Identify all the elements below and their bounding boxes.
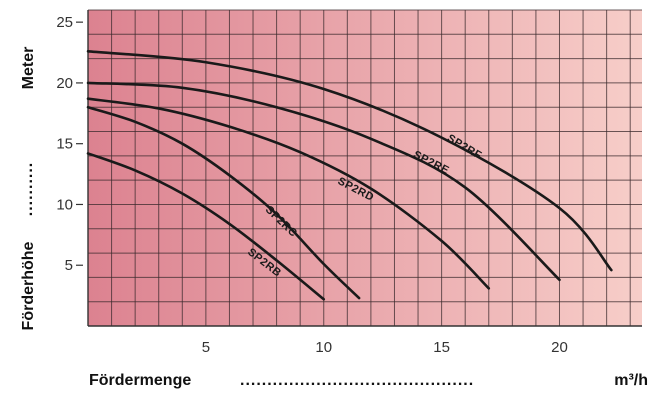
series-line-sp2rb [86, 152, 326, 301]
y-axis-unit: Meter [20, 47, 37, 90]
y-tick-label: 15 [56, 136, 73, 153]
x-tick-label: 5 [202, 339, 210, 356]
x-axis-unit: m³/h [614, 372, 648, 389]
series-line-sp2re [86, 81, 561, 282]
y-axis-dots: .......... [19, 162, 36, 216]
x-tick-label: 15 [433, 339, 450, 356]
x-axis-dots: ........................................… [240, 372, 474, 389]
tick-labels: 5 10 15 20 25 5 10 15 20 [56, 14, 568, 356]
x-axis-label: Fördermenge [89, 372, 191, 389]
series-lines [86, 50, 613, 301]
axes [87, 10, 642, 327]
y-axis-label: Förderhöhe [20, 241, 37, 330]
y-tick-label: 20 [56, 75, 73, 92]
x-tick-label: 20 [551, 339, 568, 356]
y-tick-label: 25 [56, 14, 73, 31]
grid [87, 9, 642, 327]
series-line-sp2rd [86, 97, 491, 290]
series-line-sp2rf [86, 50, 613, 272]
plot-background [88, 10, 642, 326]
series-line-sp2rc [86, 105, 361, 300]
x-tick-label: 10 [315, 339, 332, 356]
y-tick-label: 10 [56, 196, 73, 213]
y-tick-label: 5 [65, 257, 73, 274]
